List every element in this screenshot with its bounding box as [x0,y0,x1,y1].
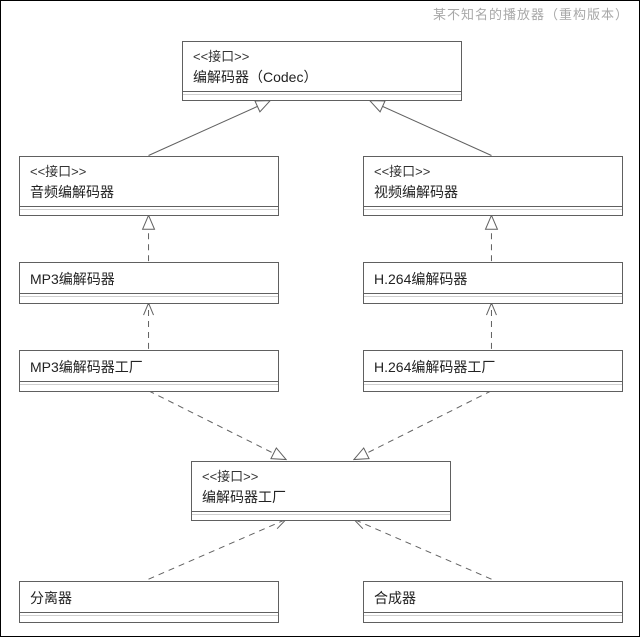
edge-audio-codec-to-codec [149,101,271,156]
edge-mp3-factory-to-codec-factory [149,391,287,460]
uml-node-splitter: 分离器 [19,581,279,623]
uml-node-body [20,206,278,215]
uml-node-body [20,381,278,390]
uml-node-header: <<接口>>编解码器（Codec） [183,42,461,91]
uml-node-h264-factory: H.264编解码器工厂 [363,350,623,392]
uml-node-name: H.264编解码器 [374,269,612,289]
edge-splitter-to-codec-factory [149,519,287,579]
uml-node-header: <<接口>>视频编解码器 [364,157,622,206]
uml-node-name: 音频编解码器 [30,182,268,202]
uml-node-body [183,91,461,100]
uml-node-body [364,381,622,390]
uml-node-header: H.264编解码器 [364,263,622,293]
uml-node-header: 分离器 [20,582,278,612]
diagram-frame: 某不知名的播放器（重构版本） <<接口>>编解码器（Codec）<<接口>>音频… [0,0,640,637]
edge-composer-to-codec-factory [354,519,492,579]
uml-node-video-codec: <<接口>>视频编解码器 [363,156,623,216]
uml-node-composer: 合成器 [363,581,623,623]
uml-node-name: 视频编解码器 [374,182,612,202]
stereotype-label: <<接口>> [193,48,451,67]
uml-node-audio-codec: <<接口>>音频编解码器 [19,156,279,216]
uml-node-header: H.264编解码器工厂 [364,351,622,381]
frame-title: 某不知名的播放器（重构版本） [433,4,629,23]
uml-node-body [20,612,278,621]
edge-video-codec-to-codec [370,101,492,156]
stereotype-label: <<接口>> [30,163,268,182]
uml-node-name: 合成器 [374,588,612,608]
uml-node-header: <<接口>>编解码器工厂 [192,462,450,511]
uml-node-body [20,293,278,302]
uml-node-body [364,612,622,621]
uml-node-body [364,206,622,215]
uml-node-name: 编解码器工厂 [202,487,440,507]
uml-node-name: 分离器 [30,588,268,608]
uml-node-h264-codec: H.264编解码器 [363,262,623,304]
uml-node-name: MP3编解码器工厂 [30,357,268,377]
uml-node-mp3-factory: MP3编解码器工厂 [19,350,279,392]
uml-node-name: 编解码器（Codec） [193,67,451,87]
uml-node-codec-factory: <<接口>>编解码器工厂 [191,461,451,521]
uml-node-header: MP3编解码器工厂 [20,351,278,381]
uml-node-codec: <<接口>>编解码器（Codec） [182,41,462,101]
uml-node-body [192,511,450,520]
uml-node-header: MP3编解码器 [20,263,278,293]
uml-node-header: <<接口>>音频编解码器 [20,157,278,206]
stereotype-label: <<接口>> [374,163,612,182]
uml-node-name: MP3编解码器 [30,269,268,289]
uml-node-body [364,293,622,302]
uml-node-header: 合成器 [364,582,622,612]
uml-node-mp3-codec: MP3编解码器 [19,262,279,304]
edge-h264-factory-to-codec-factory [354,391,492,460]
uml-node-name: H.264编解码器工厂 [374,357,612,377]
stereotype-label: <<接口>> [202,468,440,487]
